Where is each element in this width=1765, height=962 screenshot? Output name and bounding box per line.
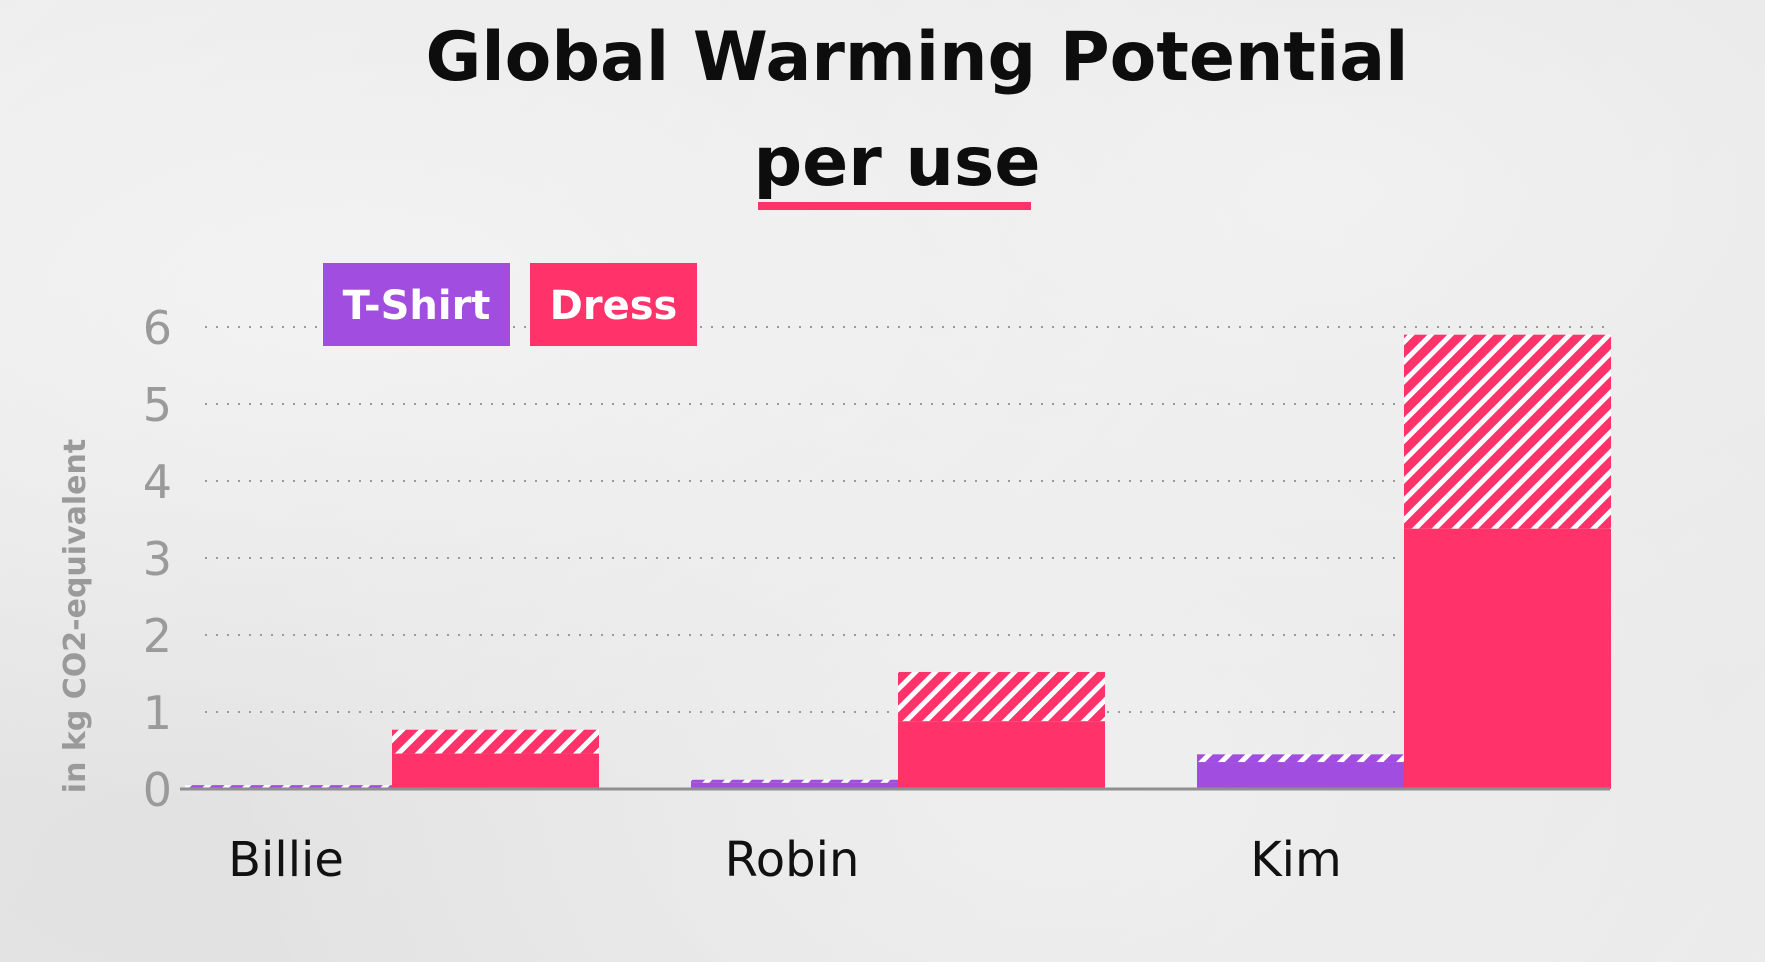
- y-tick-label: 2: [143, 609, 172, 663]
- legend-swatch-t-shirt: [323, 263, 510, 346]
- category-label-kim: Kim: [1250, 832, 1342, 888]
- y-tick-label: 5: [143, 378, 172, 432]
- bar-dress-billie-solid: [392, 753, 599, 789]
- category-label-billie: Billie: [228, 832, 344, 888]
- bar-dress-robin-hatched: [898, 671, 1105, 722]
- bar-dress-billie-hatched: [392, 729, 599, 754]
- legend-label-t-shirt: T-Shirt: [343, 283, 491, 329]
- category-labels: Billie Robin Kim: [228, 832, 1342, 888]
- subtitle-underline: [758, 202, 1031, 210]
- legend-label-dress: Dress: [550, 283, 678, 329]
- bar-t-shirt-kim-solid: [1197, 762, 1404, 789]
- y-axis-label: in kg CO2-equivalent: [58, 439, 93, 793]
- bar-dress-kim-solid: [1404, 528, 1611, 789]
- legend: T-Shirt Dress: [323, 263, 697, 346]
- bar-t-shirt-billie-hatched: [185, 785, 392, 788]
- bar-t-shirt-kim-hatched: [1197, 754, 1404, 763]
- legend-swatch-dress: [530, 263, 697, 346]
- category-label-robin: Robin: [725, 832, 860, 888]
- grid-lines: [205, 326, 1610, 713]
- chart-subtitle: per use: [753, 123, 1040, 202]
- bar-dress-robin-solid: [898, 721, 1105, 789]
- bar-t-shirt-robin-solid: [691, 782, 898, 789]
- y-tick-label: 0: [143, 763, 172, 817]
- bars: [185, 334, 1611, 789]
- bar-dress-kim-hatched: [1404, 334, 1611, 529]
- y-tick-label: 3: [143, 532, 172, 586]
- y-tick-label: 1: [143, 686, 172, 740]
- chart-title: Global Warming Potential: [426, 18, 1409, 97]
- y-axis-ticks: 0 1 2 3 4 5 6: [143, 301, 172, 817]
- bar-t-shirt-robin-hatched: [691, 779, 898, 783]
- y-tick-label: 4: [143, 455, 172, 509]
- y-tick-label: 6: [143, 301, 172, 355]
